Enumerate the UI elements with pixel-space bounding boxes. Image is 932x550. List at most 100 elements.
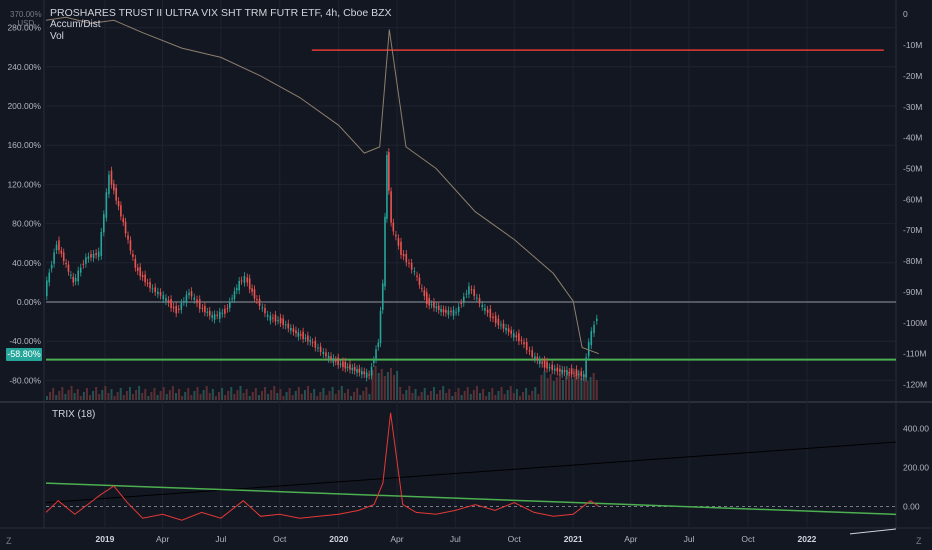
y-tick-right: -20M xyxy=(903,71,922,81)
price-candle xyxy=(290,327,292,331)
volume-bar xyxy=(217,392,220,400)
volume-bar xyxy=(55,395,58,400)
price-candle xyxy=(319,346,322,352)
price-candle xyxy=(470,289,473,291)
x-tick: 2019 xyxy=(95,534,114,544)
price-candle xyxy=(124,221,127,234)
price-candle xyxy=(421,288,423,290)
y-tick-left: -40.00% xyxy=(9,336,41,346)
volume-bar xyxy=(319,392,322,400)
price-candle xyxy=(264,307,266,314)
trix-label[interactable]: TRIX (18) xyxy=(52,409,96,420)
volume-bar xyxy=(552,381,555,400)
price-candle xyxy=(183,301,185,303)
volume-bar xyxy=(429,391,432,400)
price-candle xyxy=(221,312,224,314)
volume-bar xyxy=(128,387,131,400)
y-tick-left: 160.00% xyxy=(7,140,41,150)
price-candle xyxy=(397,238,400,246)
price-candle xyxy=(416,275,418,278)
price-candle xyxy=(272,317,274,319)
volume-bar xyxy=(116,392,119,400)
symbol-title[interactable]: PROSHARES TRUST II ULTRA VIX SHT TRM FUT… xyxy=(50,7,392,19)
volume-bar xyxy=(107,393,110,400)
price-candle xyxy=(379,310,382,344)
price-candle xyxy=(497,318,500,326)
price-candle xyxy=(543,359,546,368)
volume-bar xyxy=(313,389,316,400)
price-candle xyxy=(455,311,457,313)
volume-bar xyxy=(485,396,488,400)
x-tick: Jul xyxy=(215,534,226,544)
zoom-icon-right[interactable]: Z xyxy=(916,536,922,546)
price-candle xyxy=(159,292,162,296)
price-candle xyxy=(226,307,229,309)
price-candle xyxy=(351,367,354,371)
volume-bar xyxy=(457,388,460,400)
price-candle xyxy=(172,306,175,309)
volume-bar xyxy=(331,387,334,400)
price-candle xyxy=(381,283,384,310)
price-candle xyxy=(132,253,134,257)
price-candle xyxy=(428,298,431,306)
price-candle xyxy=(58,240,60,251)
volume-bar xyxy=(558,373,561,400)
price-candle xyxy=(231,298,233,300)
volume-bar xyxy=(316,396,319,400)
volume-bar xyxy=(512,393,515,400)
volume-bar xyxy=(417,396,420,400)
price-candle xyxy=(269,315,272,321)
price-candle xyxy=(531,350,533,357)
indicator-volume[interactable]: Vol xyxy=(50,31,64,42)
x-tick: Apr xyxy=(624,534,637,544)
price-candle xyxy=(575,369,578,376)
price-candle xyxy=(258,299,261,306)
volume-bar xyxy=(537,394,540,400)
volume-bar xyxy=(119,388,122,400)
volume-bar xyxy=(549,374,552,400)
price-candle xyxy=(534,356,536,359)
price-candle xyxy=(334,360,337,362)
zoom-icon-left[interactable]: Z xyxy=(6,536,12,546)
price-candle xyxy=(384,216,386,287)
volume-bar xyxy=(193,391,196,400)
trix-legend[interactable]: TRIX (18) xyxy=(52,409,95,421)
price-candle xyxy=(162,295,165,300)
volume-bar xyxy=(374,366,377,400)
volume-bar xyxy=(205,386,208,400)
price-candle xyxy=(206,311,209,313)
price-candle xyxy=(546,361,548,369)
price-candle xyxy=(287,323,290,329)
y-tick-left: 240.00% xyxy=(7,62,41,72)
price-candle xyxy=(317,347,319,349)
price-candle xyxy=(307,335,309,342)
volume-bar xyxy=(73,393,76,400)
price-candle xyxy=(330,356,332,360)
volume-bar xyxy=(282,396,285,400)
price-candle xyxy=(190,291,193,297)
price-candle xyxy=(204,305,206,313)
volume-bar xyxy=(248,396,251,400)
volume-bar xyxy=(589,377,592,400)
volume-bar xyxy=(423,388,426,400)
volume-bar xyxy=(522,392,525,400)
volume-bar xyxy=(565,376,568,400)
chart-legend[interactable]: PROSHARES TRUST II ULTRA VIX SHT TRM FUT… xyxy=(50,7,392,43)
price-candle xyxy=(515,335,518,338)
price-candle xyxy=(228,301,231,308)
price-candle xyxy=(492,316,494,319)
price-candle xyxy=(494,315,497,324)
price-candle xyxy=(113,183,115,191)
indicator-accum-dist[interactable]: Accum/Dist xyxy=(50,19,101,30)
volume-bar xyxy=(46,396,48,400)
price-candle xyxy=(502,323,505,329)
price-candle xyxy=(500,324,502,326)
price-candle xyxy=(590,331,593,346)
volume-bar xyxy=(141,393,144,400)
volume-bar xyxy=(328,391,331,400)
price-candle xyxy=(196,299,198,304)
price-candle xyxy=(304,337,307,339)
x-tick: Oct xyxy=(741,534,755,544)
price-candle xyxy=(548,367,551,369)
price-candle xyxy=(327,355,330,359)
